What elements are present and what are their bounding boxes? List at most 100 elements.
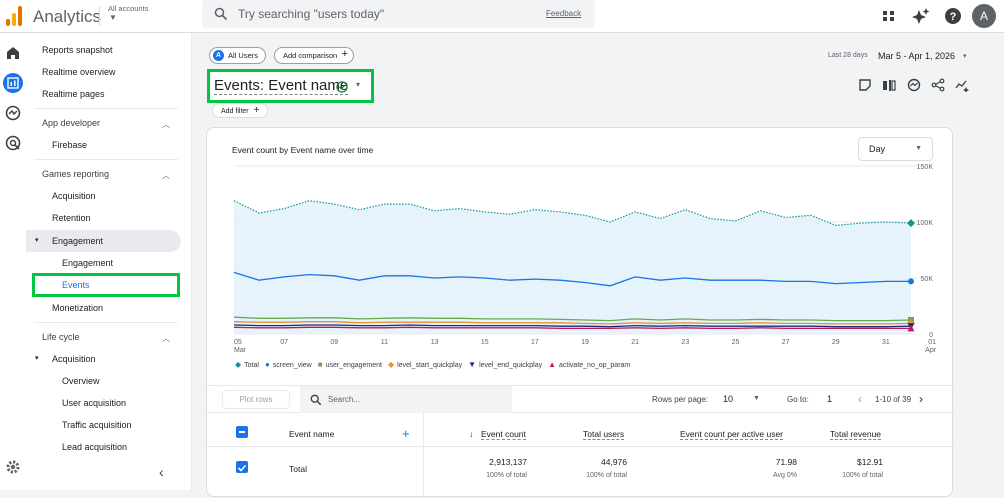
series-line-total[interactable] (233, 200, 912, 227)
search-bar[interactable] (202, 0, 595, 28)
add-dimension-icon[interactable]: + (402, 426, 410, 441)
column-header-per-user[interactable]: Event count per active user (680, 429, 784, 440)
sidebar-item-events[interactable]: Events (62, 280, 90, 290)
anomaly-icon[interactable] (955, 78, 969, 92)
advertising-icon[interactable] (3, 133, 23, 153)
segment-chip[interactable]: A All Users (209, 47, 266, 64)
sort-arrow-icon[interactable]: ↓ (469, 429, 474, 439)
column-header-total-users[interactable]: Total users (583, 429, 625, 440)
total-row-checkbox[interactable] (236, 461, 248, 473)
sidebar-item-realtime-overview[interactable]: Realtime overview (42, 67, 116, 77)
explore-icon[interactable] (3, 103, 23, 123)
add-comparison-label: Add comparison (283, 51, 338, 60)
chevron-down-icon[interactable]: ▼ (753, 395, 760, 402)
sidebar-item-engagement[interactable]: Engagement (62, 258, 114, 268)
page-title[interactable]: Events: Event name (214, 77, 349, 95)
add-filter-button[interactable]: Add filter + (212, 103, 269, 118)
total-users: 44,976 (601, 457, 627, 467)
insights-icon[interactable] (907, 78, 921, 92)
legend-item-screen-view[interactable]: ● screen_view (265, 360, 312, 369)
legend-item-user-engagement[interactable]: ■ user_engagement (318, 360, 382, 369)
nav-rail (0, 33, 26, 490)
help-icon[interactable]: ? (943, 6, 963, 26)
sidebar-item-engagement-group[interactable]: Engagement (52, 236, 104, 246)
next-page-icon[interactable]: › (919, 392, 923, 406)
series-line-level-start-quickplay[interactable] (233, 321, 912, 325)
sidebar-item-user-acquisition[interactable]: User acquisition (62, 398, 127, 408)
prev-page-icon[interactable]: ‹ (858, 392, 862, 406)
column-header-event-count[interactable]: Event count (481, 429, 526, 440)
section-games-reporting[interactable]: Games reporting (42, 169, 110, 179)
customize-report-icon[interactable] (858, 78, 872, 92)
section-life-cycle[interactable]: Life cycle (42, 332, 80, 342)
x-tick-label: 15 (481, 339, 489, 346)
series-line-level-end-quickplay[interactable] (233, 324, 912, 328)
add-comparison-button[interactable]: Add comparison + (274, 47, 354, 64)
section-app-developer[interactable]: App developer (42, 118, 101, 128)
legend-item-level-start-quickplay[interactable]: ◆ level_start_quickplay (388, 360, 462, 369)
sidebar-item-monetization[interactable]: Monetization (52, 303, 104, 313)
account-selector[interactable]: All accounts (108, 4, 149, 13)
column-header-event-name[interactable]: Event name (289, 429, 335, 439)
date-range-value[interactable]: Mar 5 - Apr 1, 2026 (878, 51, 956, 61)
sidebar-item-firebase[interactable]: Firebase (52, 140, 88, 150)
sidebar-divider (34, 159, 178, 160)
series-line-activate-no-op-param[interactable] (233, 326, 911, 330)
sidebar-item-retention[interactable]: Retention (52, 213, 91, 223)
apps-grid-icon[interactable] (879, 6, 899, 26)
chevron-up-icon[interactable]: ︿ (162, 120, 170, 129)
legend-item-level-end-quickplay[interactable]: ▼ level_end_quickplay (468, 360, 542, 369)
x-tick-label: 11 (381, 339, 388, 346)
collapse-sidebar-icon[interactable]: ‹ (159, 464, 164, 480)
avatar[interactable]: A (972, 4, 996, 28)
top-bar: Analytics All accounts ▼ Feedback ? A (0, 0, 1004, 33)
chevron-up-icon[interactable]: ︿ (162, 334, 170, 343)
table-search-input[interactable] (328, 386, 498, 413)
legend-item-activate-no-op-param[interactable]: ▲ activate_no_op_param (548, 360, 630, 369)
sidebar-item-overview[interactable]: Overview (62, 376, 100, 386)
legend-label: level_start_quickplay (397, 362, 463, 369)
home-icon[interactable] (3, 43, 23, 63)
settings-icon[interactable] (3, 457, 23, 477)
select-all-checkbox[interactable] (236, 426, 248, 438)
plot-rows-button[interactable]: Plot rows (222, 390, 290, 409)
total-event-count-share: 100% of total (486, 472, 527, 479)
engagement-group-highlight (26, 230, 181, 252)
sidebar-item-realtime-pages[interactable]: Realtime pages (42, 89, 105, 99)
x-tick-label: 17 (531, 339, 539, 346)
title-caret-icon[interactable]: ▾ (356, 80, 361, 89)
goto-input[interactable]: 1 (827, 394, 833, 404)
app-name: Analytics (33, 7, 102, 26)
plus-icon: + (341, 48, 348, 60)
legend-label: activate_no_op_param (559, 362, 631, 369)
chevron-up-icon[interactable]: ︿ (162, 171, 170, 180)
date-caret-icon[interactable]: ▾ (963, 53, 967, 60)
search-input[interactable] (238, 0, 528, 28)
sparkle-icon[interactable] (911, 6, 931, 26)
rows-per-page-select[interactable]: 10 (723, 394, 734, 404)
legend-label: user_engagement (325, 362, 382, 369)
reports-icon[interactable] (3, 73, 23, 93)
feedback-link[interactable]: Feedback (546, 9, 582, 18)
account-caret-icon[interactable]: ▼ (109, 13, 117, 22)
sidebar-item-traffic-acquisition[interactable]: Traffic acquisition (62, 420, 132, 430)
legend-item-total[interactable]: ◆ Total (235, 360, 259, 369)
analytics-logo-icon[interactable] (6, 6, 22, 26)
sidebar-item-acquisition-group[interactable]: Acquisition (52, 354, 96, 364)
table-search[interactable] (300, 386, 512, 413)
series-line-user-engagement[interactable] (233, 316, 912, 322)
share-icon[interactable] (931, 78, 945, 92)
column-header-revenue[interactable]: Total revenue (830, 429, 882, 440)
compare-icon[interactable] (882, 78, 896, 92)
granularity-select[interactable]: Day ▼ (858, 137, 933, 161)
caret-down-icon[interactable]: ▾ (35, 355, 39, 362)
series-line-screen-view[interactable] (233, 271, 911, 287)
sidebar-item-lead-acquisition[interactable]: Lead acquisition (62, 442, 128, 452)
y-tick-label: 150K (917, 164, 934, 171)
sidebar-item-reports-snapshot[interactable]: Reports snapshot (42, 45, 113, 55)
series-area-total (234, 200, 911, 334)
sidebar-item-acquisition[interactable]: Acquisition (52, 191, 96, 201)
chart-legend: ◆ Total ● screen_view ■ user_engagement ◆ level… (235, 360, 636, 372)
caret-down-icon[interactable]: ▾ (35, 237, 39, 244)
